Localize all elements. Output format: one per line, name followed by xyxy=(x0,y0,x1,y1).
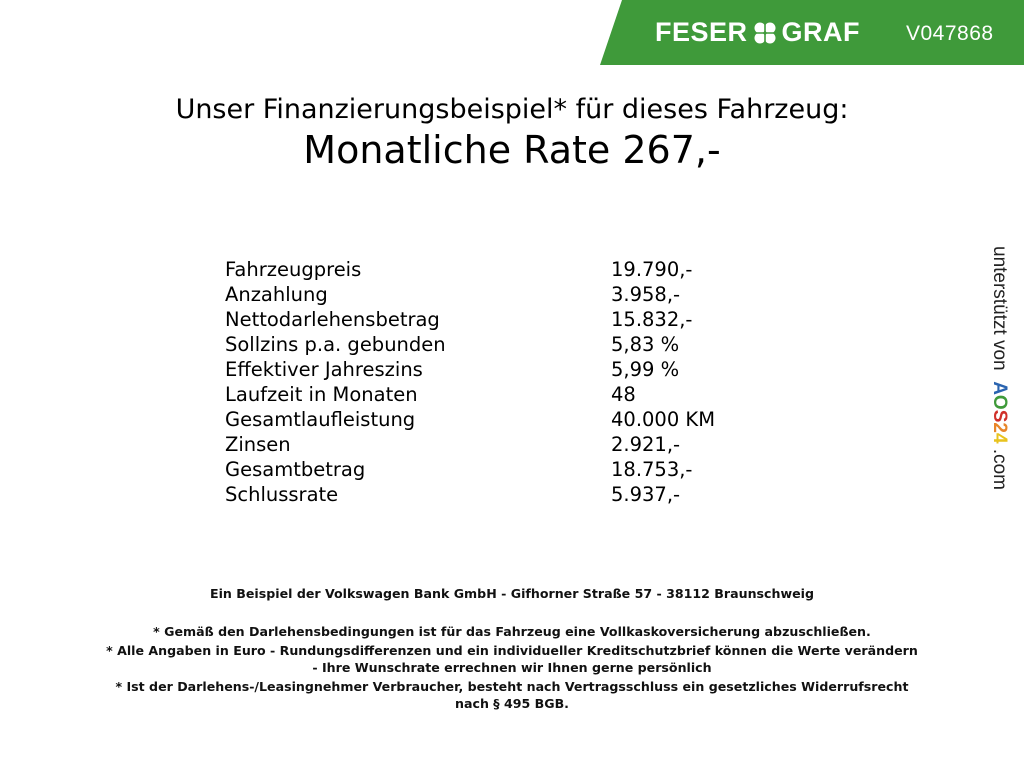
finance-value: 2.921,- xyxy=(611,433,681,456)
finance-label: Laufzeit in Monaten xyxy=(225,383,418,406)
finance-label: Nettodarlehensbetrag xyxy=(225,308,440,331)
brand-left: FESER xyxy=(655,17,748,47)
feser-graf-logo: FESER GRAF xyxy=(655,17,860,48)
finance-value: 15.832,- xyxy=(611,308,693,331)
footnotes: * Gemäß den Darlehensbedingungen ist für… xyxy=(0,623,1024,712)
footnote-line: * Ist der Darlehens-/Leasingnehmer Verbr… xyxy=(115,678,909,694)
monthly-rate: Monatliche Rate 267,- xyxy=(303,128,721,172)
finance-row: Fahrzeugpreis 19.790,- xyxy=(225,257,715,282)
finance-value: 40.000 KM xyxy=(611,408,716,431)
finance-label: Gesamtbetrag xyxy=(225,458,366,481)
aos24-logo: AOS24 xyxy=(989,381,1010,443)
aos24-letter: A xyxy=(989,381,1010,395)
finance-label: Zinsen xyxy=(225,433,291,456)
bank-note: Ein Beispiel der Volkswagen Bank GmbH - … xyxy=(0,585,1024,604)
finance-row: Laufzeit in Monaten 48 xyxy=(225,382,715,407)
supported-by-aos24: unterstützt von AOS24 .com xyxy=(988,246,1010,490)
finance-value: 19.790,- xyxy=(611,258,693,281)
page-title: Unser Finanzierungsbeispiel* für dieses … xyxy=(175,94,849,125)
finance-value: 5,83 % xyxy=(611,333,680,356)
finance-value: 5.937,- xyxy=(611,483,681,506)
aos24-letter: O xyxy=(989,394,1010,410)
domain-suffix: .com xyxy=(989,448,1010,491)
header-banner xyxy=(600,0,1024,65)
footnote-line: * Gemäß den Darlehensbedingungen ist für… xyxy=(153,624,871,639)
footnote-line: nach § 495 BGB. xyxy=(455,695,569,711)
finance-value: 5,99 % xyxy=(611,358,680,381)
finance-row: Nettodarlehensbetrag 15.832,- xyxy=(225,307,715,332)
finance-label: Gesamtlaufleistung xyxy=(225,408,416,431)
finance-label: Schlussrate xyxy=(225,483,339,506)
bank-line: Ein Beispiel der Volkswagen Bank GmbH - … xyxy=(210,586,814,601)
finance-value: 3.958,- xyxy=(611,283,681,306)
finance-value: 48 xyxy=(611,383,636,406)
brand-right: GRAF xyxy=(781,17,861,47)
cloverleaf-icon xyxy=(754,22,776,43)
footnote-line: - Ihre Wunschrate errechnen wir Ihnen ge… xyxy=(312,659,712,675)
finance-value: 18.753,- xyxy=(611,458,693,481)
finance-row: Zinsen 2.921,- xyxy=(225,432,715,457)
finance-row: Gesamtbetrag 18.753,- xyxy=(225,457,715,482)
supported-by-text: unterstützt von xyxy=(989,246,1010,371)
finance-label: Anzahlung xyxy=(225,283,328,306)
finance-row: Sollzins p.a. gebunden 5,83 % xyxy=(225,332,715,357)
finance-row: Effektiver Jahreszins 5,99 % xyxy=(225,357,715,382)
finance-label: Fahrzeugpreis xyxy=(225,258,362,281)
finance-label: Effektiver Jahreszins xyxy=(225,358,423,381)
finance-table: Fahrzeugpreis 19.790,- Anzahlung 3.958,- Net… xyxy=(225,257,715,507)
vehicle-id: V047868 xyxy=(906,22,994,45)
aos24-letter: S xyxy=(989,409,1010,423)
finance-row: Schlussrate 5.937,- xyxy=(225,482,715,507)
footnote-line: * Alle Angaben in Euro - Rundungsdiffere… xyxy=(106,642,918,658)
aos24-letter: 2 xyxy=(989,422,1010,433)
finance-label: Sollzins p.a. gebunden xyxy=(225,333,446,356)
finance-row: Anzahlung 3.958,- xyxy=(225,282,715,307)
aos24-letter: 4 xyxy=(989,432,1010,444)
finance-row: Gesamtlaufleistung 40.000 KM xyxy=(225,407,715,432)
